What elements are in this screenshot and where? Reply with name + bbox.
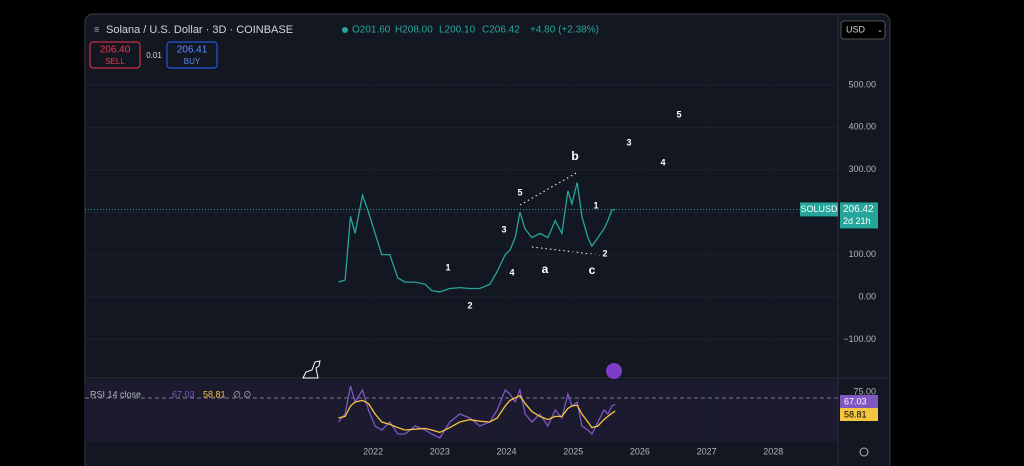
buy-price[interactable]: 206.41 bbox=[177, 45, 208, 56]
currency[interactable]: USD bbox=[846, 24, 866, 34]
x-tick-label: 2024 bbox=[497, 446, 517, 456]
event-icon[interactable] bbox=[606, 363, 622, 379]
logo-icon[interactable] bbox=[302, 360, 321, 379]
rsi-line bbox=[337, 385, 616, 439]
wave-label: 2 bbox=[602, 248, 607, 258]
rsi-legend-value: 67.03 bbox=[172, 389, 195, 399]
y-tick-label: −100.00 bbox=[843, 334, 876, 344]
y-tick-label: 100.00 bbox=[848, 249, 876, 259]
rsi-pane bbox=[85, 380, 838, 442]
rsi-tick-label: 75.00 bbox=[853, 386, 876, 396]
price-tag-text: 206.42 bbox=[843, 204, 874, 215]
wave-label: 5 bbox=[676, 109, 681, 119]
high: H208.00 bbox=[395, 25, 433, 36]
x-tick-label: 2028 bbox=[763, 446, 783, 456]
open: O201.60 bbox=[352, 25, 391, 36]
wave-label: 4 bbox=[660, 157, 665, 167]
wave-label: 5 bbox=[517, 187, 522, 197]
wave-label: 1 bbox=[445, 262, 450, 272]
rsi-legend-value: 58.81 bbox=[203, 389, 226, 399]
rsi-line bbox=[338, 394, 616, 434]
buy-button[interactable] bbox=[166, 41, 218, 69]
y-tick-label: 0.00 bbox=[858, 291, 876, 301]
rsi-value-tag bbox=[840, 395, 878, 408]
rsi-title: RSI 14 close bbox=[90, 389, 141, 399]
symbol-tag bbox=[800, 202, 838, 217]
wave-label: 3 bbox=[501, 224, 506, 234]
wave-label: 4 bbox=[509, 267, 514, 277]
x-tick-label: 2025 bbox=[563, 446, 583, 456]
x-tick-label: 2026 bbox=[630, 446, 650, 456]
x-tick-label: 2022 bbox=[363, 446, 383, 456]
menu-icon[interactable]: ≡ bbox=[94, 24, 99, 34]
rsi-value-tag-text: 67.03 bbox=[844, 396, 867, 406]
status-dot bbox=[342, 27, 348, 33]
rsi-value-tag bbox=[840, 408, 878, 421]
y-tick-label: 300.00 bbox=[848, 164, 876, 174]
symbol[interactable]: Solana / U.S. Dollar · 3D · COINBASE bbox=[106, 24, 293, 36]
price-tag bbox=[840, 202, 878, 229]
symbol-tag-text: SOLUSD bbox=[800, 204, 838, 214]
wave-label: c bbox=[589, 263, 596, 277]
x-tick-label: 2023 bbox=[430, 446, 450, 456]
change: +4.80 (+2.38%) bbox=[530, 25, 599, 36]
spread: 0.01 bbox=[146, 51, 162, 60]
wave-label: 2 bbox=[467, 300, 472, 310]
sell-button[interactable] bbox=[89, 41, 141, 69]
wave-label: b bbox=[571, 149, 578, 163]
rsi-extra: ∅ ∅ bbox=[233, 389, 251, 399]
wave-label: a bbox=[542, 262, 549, 276]
wave-label: 1 bbox=[593, 200, 598, 210]
settings-icon[interactable] bbox=[859, 447, 869, 457]
currency-select[interactable] bbox=[840, 20, 886, 40]
rsi-value-tag-text: 58.81 bbox=[844, 409, 867, 419]
countdown: 2d 21h bbox=[843, 216, 871, 226]
dropdown-arrow[interactable]: ⌄ bbox=[877, 27, 883, 34]
buy-label[interactable]: BUY bbox=[184, 57, 201, 66]
low: L200.10 bbox=[439, 25, 476, 36]
sell-price[interactable]: 206.40 bbox=[100, 45, 131, 56]
wave-label: 3 bbox=[626, 137, 631, 147]
x-tick-label: 2027 bbox=[697, 446, 717, 456]
close: C206.42 bbox=[482, 25, 520, 36]
y-tick-label: 400.00 bbox=[848, 122, 876, 132]
y-tick-label: 500.00 bbox=[848, 79, 876, 89]
sell-label[interactable]: SELL bbox=[105, 57, 125, 66]
price-line bbox=[338, 182, 616, 293]
